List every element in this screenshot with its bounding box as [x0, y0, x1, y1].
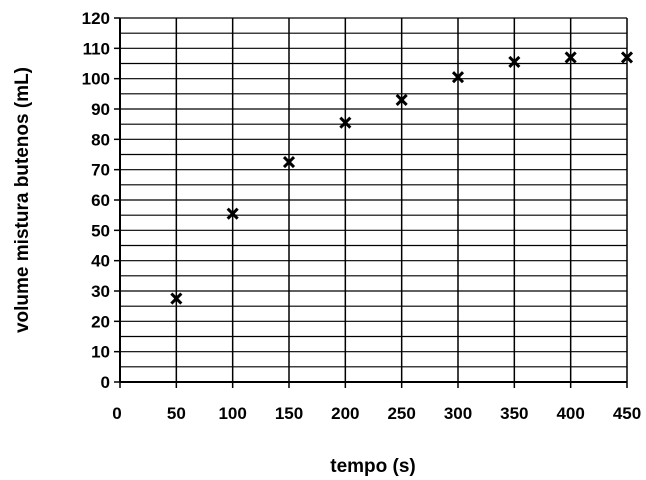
x-tick-label: 100	[218, 404, 246, 423]
y-tick-label: 10	[91, 343, 110, 362]
x-tick-label: 0	[112, 404, 121, 423]
data-points	[170, 51, 634, 305]
y-tick-labels: 0 10 20 30 40 50 60 70 80 90 100 110 120	[82, 9, 120, 392]
y-tick-label: 120	[82, 9, 110, 28]
grid	[119, 17, 628, 383]
y-tick-label: 30	[91, 282, 110, 301]
data-point	[564, 51, 577, 64]
x-tick-labels: 0 50 100 150 200 250 300 350 400 450	[112, 382, 641, 423]
y-axis-label: volume mistura butenos (mL)	[12, 67, 33, 333]
x-tick-label: 450	[613, 404, 641, 423]
y-tick-label: 110	[83, 39, 110, 58]
y-tick-label: 20	[91, 312, 110, 331]
data-point	[508, 55, 521, 69]
y-tick-label: 100	[82, 70, 110, 89]
y-tick-label: 80	[91, 130, 110, 149]
x-tick-label: 350	[500, 404, 528, 423]
y-tick-label: 40	[91, 252, 110, 271]
y-tick-label: 70	[91, 161, 110, 180]
y-tick-label: 60	[91, 191, 110, 210]
x-tick-label: 400	[556, 404, 584, 423]
data-point	[226, 207, 239, 220]
y-tick-label: 50	[91, 221, 110, 240]
x-tick-label: 250	[387, 404, 415, 423]
data-point	[170, 292, 183, 305]
y-tick-label: 90	[91, 100, 110, 119]
data-point	[282, 156, 296, 169]
data-point	[339, 116, 352, 129]
x-axis-label: tempo (s)	[330, 456, 416, 477]
data-point	[451, 71, 465, 84]
data-point	[395, 93, 408, 106]
x-tick-label: 300	[444, 404, 472, 423]
x-tick-label: 50	[167, 404, 186, 423]
x-tick-label: 200	[331, 404, 359, 423]
y-tick-label: 0	[101, 373, 110, 392]
data-point	[620, 51, 634, 64]
x-tick-label: 150	[275, 404, 303, 423]
